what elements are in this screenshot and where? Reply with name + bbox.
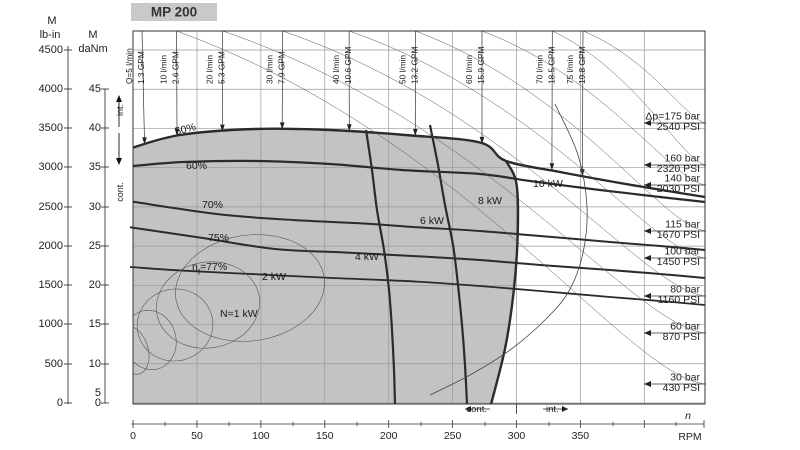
svg-text:lb-in: lb-in xyxy=(40,29,61,41)
svg-text:10.6 GPM: 10.6 GPM xyxy=(343,47,353,84)
svg-text:6 kW: 6 kW xyxy=(420,215,444,227)
svg-text:25: 25 xyxy=(89,240,101,252)
svg-text:10 l/min: 10 l/min xyxy=(159,55,169,84)
svg-text:300: 300 xyxy=(508,430,526,442)
svg-text:4000: 4000 xyxy=(39,83,63,95)
svg-text:13.2 GPM: 13.2 GPM xyxy=(410,47,420,84)
svg-text:M: M xyxy=(47,15,56,27)
svg-text:2 kW: 2 kW xyxy=(262,271,286,283)
svg-text:870 PSI: 870 PSI xyxy=(663,331,700,343)
svg-text:350: 350 xyxy=(572,430,590,442)
svg-text:45: 45 xyxy=(89,83,101,95)
svg-text:int.: int. xyxy=(115,104,125,116)
svg-text:75%: 75% xyxy=(208,232,229,244)
svg-text:2540 PSI: 2540 PSI xyxy=(657,121,700,133)
svg-text:20: 20 xyxy=(89,279,101,291)
svg-text:20 l/min: 20 l/min xyxy=(205,55,215,84)
svg-text:70 l/min: 70 l/min xyxy=(534,55,544,84)
svg-text:2.6 GPM: 2.6 GPM xyxy=(171,51,181,84)
svg-text:150: 150 xyxy=(316,430,334,442)
svg-text:1450 PSI: 1450 PSI xyxy=(657,256,700,268)
svg-text:3000: 3000 xyxy=(39,161,63,173)
svg-text:15.9 GPM: 15.9 GPM xyxy=(476,47,486,84)
svg-text:50: 50 xyxy=(191,430,203,442)
svg-text:1000: 1000 xyxy=(39,318,63,330)
svg-text:500: 500 xyxy=(45,358,63,370)
svg-text:n: n xyxy=(685,410,691,422)
svg-text:4500: 4500 xyxy=(39,44,63,56)
svg-text:0: 0 xyxy=(130,430,136,442)
svg-text:0: 0 xyxy=(95,397,101,409)
svg-text:100: 100 xyxy=(252,430,270,442)
svg-text:0: 0 xyxy=(57,397,63,409)
svg-text:15: 15 xyxy=(89,318,101,330)
svg-text:int.: int. xyxy=(546,404,559,415)
svg-text:35: 35 xyxy=(89,161,101,173)
svg-text:1500: 1500 xyxy=(39,279,63,291)
svg-text:RPM: RPM xyxy=(678,431,701,443)
svg-text:60%: 60% xyxy=(186,160,207,172)
svg-text:430 PSI: 430 PSI xyxy=(663,382,700,394)
svg-text:8 kW: 8 kW xyxy=(478,195,502,207)
svg-text:70%: 70% xyxy=(202,199,223,211)
svg-text:N=1 kW: N=1 kW xyxy=(220,308,258,320)
svg-text:1670 PSI: 1670 PSI xyxy=(657,229,700,241)
svg-text:10: 10 xyxy=(89,358,101,370)
svg-text:2500: 2500 xyxy=(39,201,63,213)
svg-text:5.3 GPM: 5.3 GPM xyxy=(217,51,227,84)
svg-text:4 kW: 4 kW xyxy=(355,251,379,263)
svg-text:MP 200: MP 200 xyxy=(151,5,197,20)
svg-text:10 kW: 10 kW xyxy=(533,178,563,190)
svg-text:3500: 3500 xyxy=(39,122,63,134)
svg-text:50 l/min: 50 l/min xyxy=(398,55,408,84)
svg-text:cont.: cont. xyxy=(115,182,125,202)
svg-text:18.5 GPM: 18.5 GPM xyxy=(546,47,556,84)
svg-text:daNm: daNm xyxy=(78,43,107,55)
svg-text:75 l/min: 75 l/min xyxy=(565,55,575,84)
svg-text:200: 200 xyxy=(380,430,398,442)
svg-text:40: 40 xyxy=(89,122,101,134)
svg-text:1.3 GPM: 1.3 GPM xyxy=(136,51,146,84)
svg-text:250: 250 xyxy=(444,430,462,442)
svg-text:M: M xyxy=(88,29,97,41)
svg-text:2000: 2000 xyxy=(39,240,63,252)
svg-text:19.8 GPM: 19.8 GPM xyxy=(577,47,587,84)
svg-text:30: 30 xyxy=(89,201,101,213)
svg-text:60 l/min: 60 l/min xyxy=(464,55,474,84)
